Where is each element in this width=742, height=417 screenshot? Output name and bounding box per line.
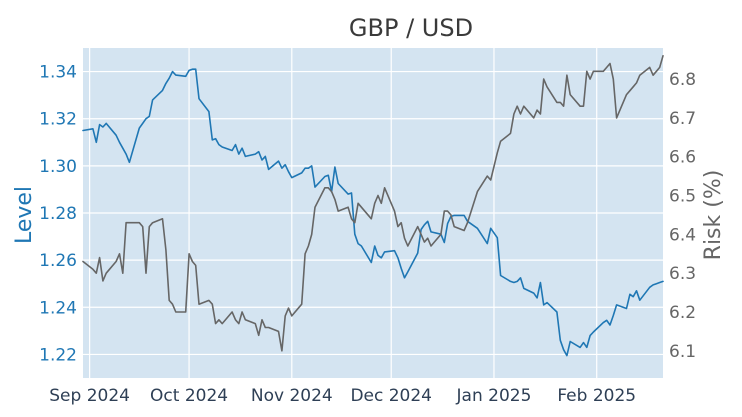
- right-tick-label: 6.4: [669, 225, 696, 245]
- x-tick-label: Sep 2024: [49, 386, 130, 406]
- x-tick-label: Nov 2024: [251, 386, 333, 406]
- x-tick-label: Dec 2024: [350, 386, 432, 406]
- series-layer: [82, 54, 664, 357]
- left-tick-label: 1.30: [39, 157, 77, 177]
- grid-lines: [83, 48, 663, 378]
- right-tick-label: 6.3: [669, 264, 696, 284]
- left-tick-label: 1.34: [39, 63, 77, 83]
- chart-title: GBP / USD: [349, 14, 473, 42]
- left-axis-label: Level: [12, 186, 37, 244]
- right-tick-label: 6.7: [669, 109, 696, 129]
- series-line-risk: [82, 54, 664, 352]
- x-axis-ticks: Sep 2024 Oct 2024 Nov 2024 Dec 2024 Jan 2025…: [49, 386, 636, 406]
- right-axis-label: Risk (%): [701, 170, 726, 261]
- series-line-level: [82, 68, 664, 357]
- right-tick-label: 6.5: [669, 187, 696, 207]
- left-axis-ticks: 1.22 1.24 1.26 1.28 1.30 1.32 1.34: [39, 63, 77, 366]
- x-tick-label: Jan 2025: [456, 386, 532, 406]
- left-tick-label: 1.28: [39, 204, 77, 224]
- x-tick-label: Feb 2025: [557, 386, 636, 406]
- left-tick-label: 1.24: [39, 298, 77, 318]
- left-tick-label: 1.32: [39, 110, 77, 130]
- right-tick-label: 6.8: [669, 70, 696, 90]
- left-tick-label: 1.22: [39, 345, 77, 365]
- left-tick-label: 1.26: [39, 251, 77, 271]
- right-tick-label: 6.2: [669, 303, 696, 323]
- x-tick-label: Oct 2024: [150, 386, 228, 406]
- right-tick-label: 6.6: [669, 148, 696, 168]
- right-axis-ticks: 6.1 6.2 6.3 6.4 6.5 6.6 6.7 6.8: [669, 70, 696, 362]
- right-tick-label: 6.1: [669, 342, 696, 362]
